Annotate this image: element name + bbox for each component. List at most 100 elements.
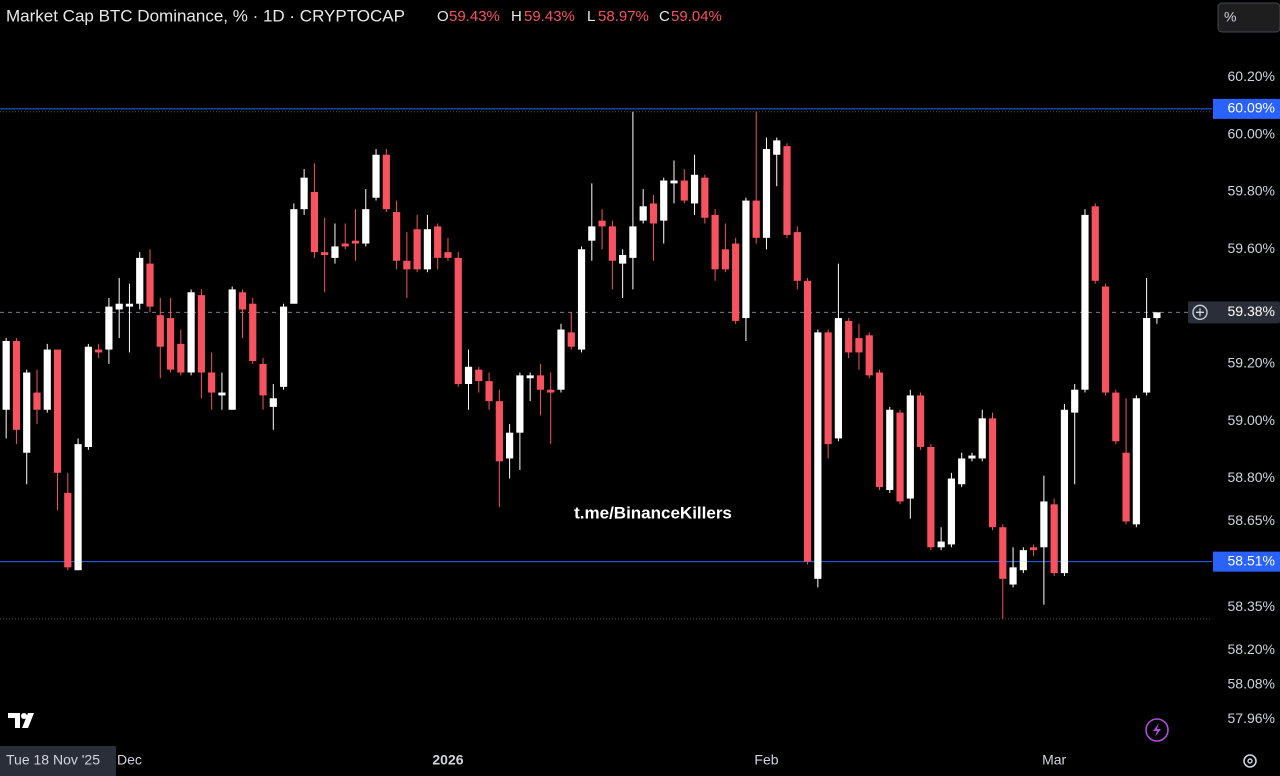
candle-body (269, 398, 277, 407)
candle-body (577, 249, 586, 350)
candle-body (937, 541, 945, 548)
candle-body (372, 154, 380, 198)
candle-body (927, 447, 935, 548)
candle-body (1009, 567, 1017, 585)
candle-body (95, 349, 103, 353)
readout-key: L (587, 8, 595, 25)
candle-body (506, 432, 514, 459)
plus-icon (1196, 308, 1204, 317)
candle-body (855, 338, 863, 353)
tv-logo (8, 713, 34, 728)
candle-body (660, 180, 668, 221)
unit-button[interactable] (1217, 2, 1280, 33)
candle-body (1030, 547, 1038, 551)
candle-body (1071, 389, 1079, 413)
y-tick-label: 57.96% (1228, 710, 1275, 726)
candle-body (84, 346, 92, 447)
crosshair-date-box (0, 746, 116, 776)
candle-body (978, 418, 986, 459)
plus-circle (1192, 304, 1208, 320)
candle-body (1122, 452, 1130, 522)
x-tick-label: 2026 (432, 752, 463, 768)
candle-body (310, 191, 318, 253)
candle-body (208, 372, 216, 393)
candle-body (259, 363, 267, 396)
candle-body (341, 243, 349, 247)
y-tick-label: 58.35% (1228, 598, 1275, 614)
candle-body (105, 306, 113, 350)
unit-button-label[interactable]: % (1224, 9, 1236, 25)
candle-body (814, 332, 822, 579)
candle-body (403, 260, 411, 270)
candle-body (392, 212, 401, 261)
candle-body (701, 177, 709, 218)
candle-body (690, 174, 699, 204)
settings-button[interactable] (1243, 754, 1257, 768)
candle-body (999, 527, 1007, 579)
candle-body (1091, 206, 1099, 281)
y-tick-label: 58.80% (1228, 469, 1275, 485)
candle-body (475, 369, 483, 382)
last-price-box (1188, 301, 1280, 324)
lightning-button[interactable] (1145, 718, 1169, 742)
candle-body (53, 349, 62, 473)
candle-body (732, 243, 740, 321)
candle-body (680, 180, 688, 201)
candle-body (803, 280, 812, 562)
candle-body (74, 444, 82, 571)
candle-body (906, 395, 914, 499)
candle-body (2, 340, 10, 410)
readout-value: 59.43% (524, 8, 575, 25)
lightning-icon[interactable] (1153, 723, 1161, 737)
gear-icon[interactable] (1243, 754, 1257, 768)
y-tick-label: 60.20% (1228, 68, 1275, 84)
candle-body (423, 229, 432, 270)
candle-body (619, 255, 627, 264)
candle-body (444, 252, 452, 258)
readout-value: 59.43% (449, 8, 500, 25)
candle-body (845, 320, 853, 353)
candle-body (721, 249, 729, 270)
candle-body (249, 303, 257, 362)
candle-body (629, 226, 637, 258)
candle-body (608, 226, 616, 261)
gear-center[interactable] (1247, 758, 1253, 764)
candle-body (1101, 286, 1110, 393)
candle-body (639, 206, 647, 221)
candle-body (536, 375, 545, 390)
lightning-circle[interactable] (1145, 718, 1169, 742)
candle-body (547, 389, 555, 393)
readout-key: C (659, 8, 670, 25)
y-tick-label: 58.08% (1228, 676, 1275, 692)
price-line-label: 58.51% (1228, 552, 1275, 568)
last-price-label: 59.38% (1228, 303, 1275, 319)
y-tick-label: 59.60% (1228, 240, 1275, 256)
candle-body (526, 375, 534, 379)
candle-body (1112, 392, 1120, 442)
candle-body (495, 401, 503, 462)
candle-body (916, 395, 925, 447)
y-tick-label: 58.65% (1228, 512, 1275, 528)
candle-body (793, 232, 801, 281)
candle-body (454, 257, 462, 384)
candle-body (598, 220, 606, 227)
candle-body (762, 149, 771, 238)
candle-body (742, 200, 750, 319)
candle-body (290, 209, 298, 304)
candle-body (321, 252, 329, 256)
candle-body (1050, 504, 1058, 574)
candle-body (64, 492, 72, 568)
candle-body (711, 214, 719, 270)
candle-body (331, 246, 339, 258)
add-alert-button[interactable] (1192, 304, 1208, 320)
candle-body (279, 306, 288, 387)
candle-body (33, 392, 41, 410)
candle-body (516, 375, 524, 433)
plot-area (0, 108, 1212, 620)
candle-body (968, 455, 976, 459)
candle-body (218, 392, 226, 396)
candle-body (649, 203, 658, 224)
chart-title: Market Cap BTC Dominance, % · 1D · CRYPT… (6, 6, 405, 25)
